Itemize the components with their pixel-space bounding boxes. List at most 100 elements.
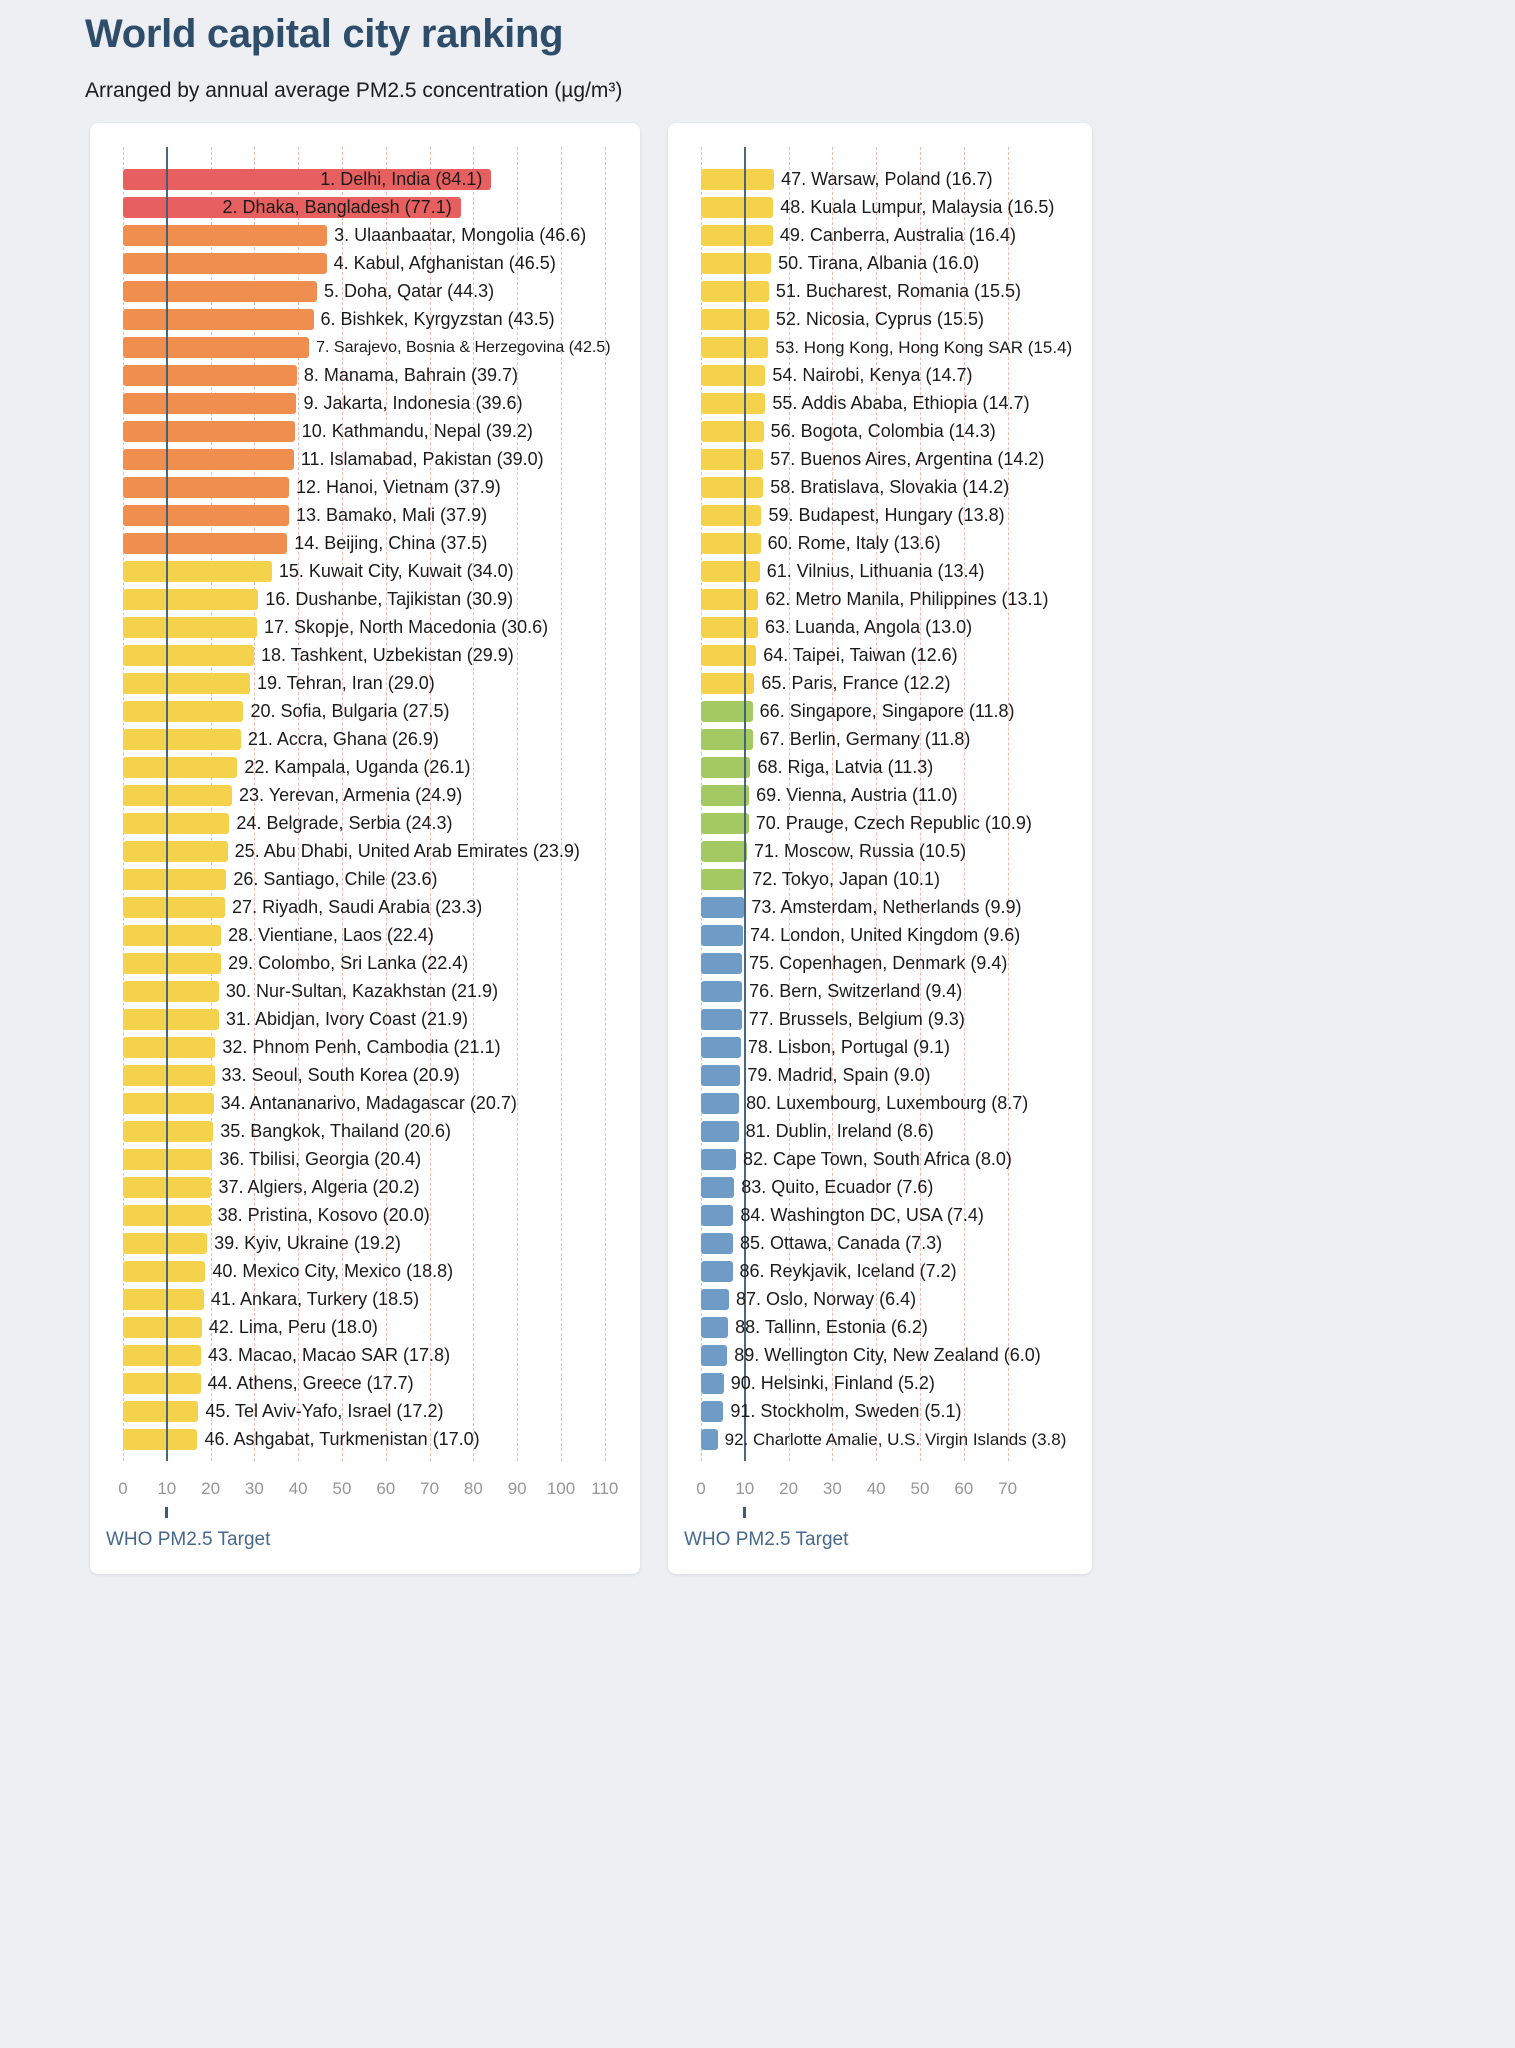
bar[interactable]: [701, 1121, 739, 1142]
bar[interactable]: [123, 421, 295, 442]
bar[interactable]: [123, 1009, 219, 1030]
bar[interactable]: [701, 225, 773, 246]
bar[interactable]: [701, 1317, 729, 1338]
bar[interactable]: [701, 1093, 740, 1114]
bar[interactable]: [123, 1261, 206, 1282]
bar[interactable]: [701, 981, 743, 1002]
bar[interactable]: [701, 1429, 718, 1450]
bar[interactable]: [123, 1401, 199, 1422]
bar[interactable]: [123, 533, 288, 554]
bar[interactable]: [123, 869, 227, 890]
bar[interactable]: [123, 197, 461, 218]
bar[interactable]: [701, 1065, 741, 1086]
bar[interactable]: [701, 813, 749, 834]
axis-tick-label: 110: [591, 1479, 619, 1498]
bar[interactable]: [701, 337, 769, 358]
bar-label: 74. London, United Kingdom (9.6): [750, 925, 1021, 945]
bar[interactable]: [123, 1429, 198, 1450]
bar[interactable]: [123, 701, 244, 722]
bar[interactable]: [701, 785, 750, 806]
bar[interactable]: [701, 953, 743, 974]
bar[interactable]: [123, 1317, 202, 1338]
bar[interactable]: [123, 897, 226, 918]
bar[interactable]: [701, 1345, 728, 1366]
bar[interactable]: [123, 393, 297, 414]
bar[interactable]: [701, 197, 774, 218]
bar[interactable]: [123, 449, 294, 470]
bar[interactable]: [701, 421, 764, 442]
bar[interactable]: [701, 1289, 730, 1310]
bar[interactable]: [123, 813, 230, 834]
bar[interactable]: [701, 925, 744, 946]
bar[interactable]: [701, 533, 761, 554]
bar[interactable]: [701, 365, 766, 386]
bar[interactable]: [701, 1233, 733, 1254]
bar[interactable]: [123, 281, 318, 302]
bar[interactable]: [123, 169, 492, 190]
bar[interactable]: [701, 645, 757, 666]
bar-label: 19. Tehran, Iran (29.0): [257, 673, 435, 693]
bar[interactable]: [701, 281, 769, 302]
bar-label: 38. Pristina, Kosovo (20.0): [217, 1205, 430, 1225]
bar[interactable]: [123, 477, 289, 498]
bar[interactable]: [701, 869, 746, 890]
bar[interactable]: [123, 225, 328, 246]
bar[interactable]: [701, 1261, 733, 1282]
bar[interactable]: [701, 449, 764, 470]
bar-label: 17. Skopje, North Macedonia (30.6): [264, 617, 549, 637]
bar[interactable]: [123, 925, 222, 946]
bar[interactable]: [123, 365, 297, 386]
bar[interactable]: [123, 1233, 208, 1254]
bar[interactable]: [701, 1177, 735, 1198]
bar[interactable]: [123, 645, 254, 666]
bar-label: 49. Canberra, Australia (16.4): [779, 225, 1016, 245]
bar[interactable]: [123, 785, 233, 806]
bar[interactable]: [123, 729, 241, 750]
bar[interactable]: [701, 897, 745, 918]
bar[interactable]: [123, 561, 272, 582]
bar[interactable]: [701, 729, 753, 750]
bar[interactable]: [701, 673, 755, 694]
bar[interactable]: [123, 673, 251, 694]
bar[interactable]: [123, 981, 219, 1002]
bar[interactable]: [123, 1065, 215, 1086]
gridline: [254, 147, 256, 1461]
bar[interactable]: [701, 561, 760, 582]
bar-label: 28. Vientiane, Laos (22.4): [228, 925, 434, 945]
bar[interactable]: [123, 757, 238, 778]
bar[interactable]: [701, 757, 751, 778]
bar[interactable]: [123, 1037, 216, 1058]
bar[interactable]: [123, 589, 259, 610]
bar[interactable]: [701, 393, 766, 414]
bar[interactable]: [123, 1289, 205, 1310]
bar[interactable]: [123, 1345, 201, 1366]
bar[interactable]: [701, 1149, 737, 1170]
bar[interactable]: [701, 589, 759, 610]
gridline: [429, 147, 431, 1461]
bar[interactable]: [123, 309, 314, 330]
bar[interactable]: [701, 253, 772, 274]
bar[interactable]: [701, 309, 769, 330]
bar[interactable]: [701, 1037, 741, 1058]
bar[interactable]: [123, 1121, 214, 1142]
bar[interactable]: [123, 505, 289, 526]
bar[interactable]: [123, 953, 222, 974]
bar[interactable]: [123, 841, 228, 862]
bar[interactable]: [123, 337, 310, 358]
bar[interactable]: [701, 1373, 724, 1394]
bar[interactable]: [701, 841, 747, 862]
bar[interactable]: [701, 1205, 734, 1226]
bar[interactable]: [701, 1401, 724, 1422]
axis-tick-label: 60: [954, 1479, 974, 1498]
bar[interactable]: [701, 1009, 742, 1030]
bar[interactable]: [123, 1373, 201, 1394]
bar[interactable]: [701, 477, 764, 498]
bar-label: 45. Tel Aviv-Yafo, Israel (17.2): [205, 1401, 444, 1421]
bar[interactable]: [701, 169, 775, 190]
bar[interactable]: [123, 617, 258, 638]
bar[interactable]: [123, 1093, 214, 1114]
bar[interactable]: [123, 253, 327, 274]
bar[interactable]: [701, 617, 758, 638]
bar[interactable]: [701, 505, 762, 526]
bar[interactable]: [701, 701, 753, 722]
